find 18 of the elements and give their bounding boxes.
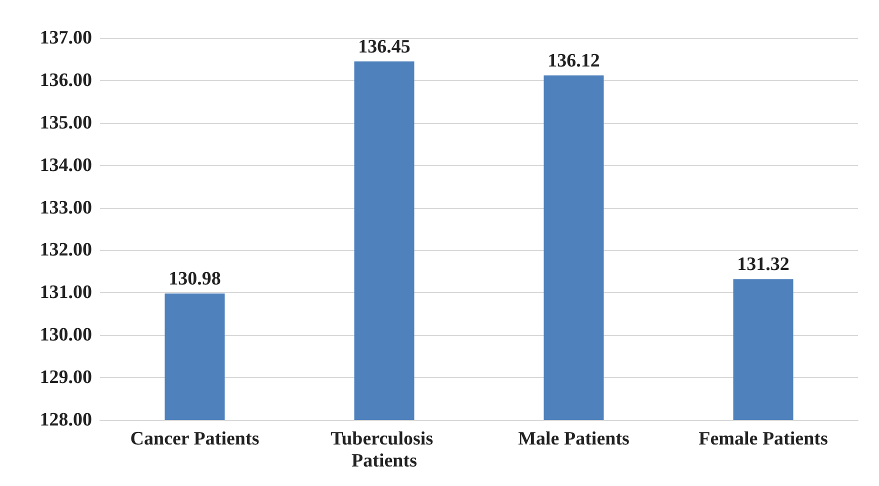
y-tick-label: 128.00 <box>40 410 92 430</box>
y-tick-label: 136.00 <box>40 70 92 91</box>
x-tick-label: Male Patients <box>518 428 630 450</box>
y-tick-label: 132.00 <box>40 240 92 261</box>
y-tick-label: 131.00 <box>40 282 92 304</box>
x-tick-label: Female Patients <box>698 428 828 450</box>
x-tick-label: Cancer Patients <box>130 428 260 450</box>
data-label: 136.12 <box>548 50 600 72</box>
x-tick-label: Tuberculosis Patients <box>330 428 438 472</box>
data-label: 130.98 <box>168 268 221 290</box>
y-tick-label: 134.00 <box>40 154 92 176</box>
y-tick-label: 135.00 <box>40 112 92 134</box>
y-tick-label: 129.00 <box>40 367 92 388</box>
y-tick-label: 137.00 <box>40 28 92 48</box>
data-label: 136.45 <box>358 36 410 58</box>
y-tick-label: 133.00 <box>40 197 92 218</box>
data-label: 131.32 <box>737 254 790 276</box>
y-tick-label: 130.00 <box>40 324 92 346</box>
